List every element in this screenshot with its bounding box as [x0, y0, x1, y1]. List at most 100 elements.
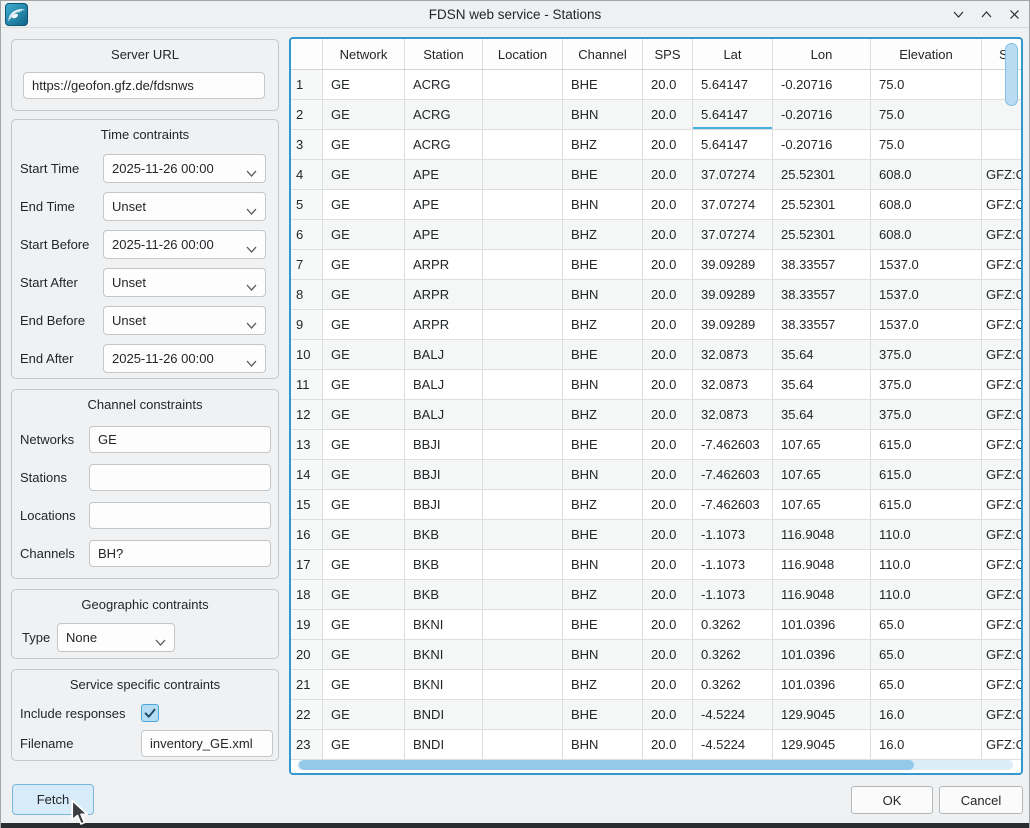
cell-channel[interactable]: BHZ [563, 130, 643, 159]
column-header-channel[interactable]: Channel [563, 39, 643, 69]
cell-elevation[interactable]: 1537.0 [871, 250, 982, 279]
column-header-lat[interactable]: Lat [693, 39, 773, 69]
cell-lat[interactable]: 32.0873 [693, 400, 773, 429]
cell-channel[interactable]: BHE [563, 700, 643, 729]
cell-elevation[interactable]: 1537.0 [871, 310, 982, 339]
cell-station[interactable]: BNDI [405, 700, 483, 729]
cell-station[interactable]: BKB [405, 520, 483, 549]
cell-channel[interactable]: BHE [563, 430, 643, 459]
cell-channel[interactable]: BHN [563, 460, 643, 489]
cell-lon[interactable]: 25.52301 [773, 190, 871, 219]
cell-site[interactable]: GFZ:C [986, 347, 1021, 362]
cell-station[interactable]: ACRG [405, 130, 483, 159]
cell-sps[interactable]: 20.0 [643, 640, 693, 669]
cell-station[interactable]: BALJ [405, 400, 483, 429]
cell-station[interactable]: BKB [405, 550, 483, 579]
cell-lon[interactable]: 116.9048 [773, 550, 871, 579]
cell-channel[interactable]: BHE [563, 520, 643, 549]
cell-lat[interactable]: 37.07274 [693, 190, 773, 219]
end-time-select[interactable]: Unset [103, 192, 266, 221]
cell-location[interactable] [483, 70, 563, 99]
cell-lat[interactable]: -1.1073 [693, 550, 773, 579]
cell-site[interactable]: GFZ:C [986, 707, 1021, 722]
geo-type-select[interactable]: None [57, 623, 175, 652]
cell-lat[interactable]: 32.0873 [693, 340, 773, 369]
cell-elevation[interactable]: 615.0 [871, 430, 982, 459]
cell-lat[interactable]: -1.1073 [693, 580, 773, 609]
cell-station[interactable]: ARPR [405, 250, 483, 279]
cell-lon[interactable]: -0.20716 [773, 70, 871, 99]
cell-lon[interactable]: 107.65 [773, 460, 871, 489]
cell-sps[interactable]: 20.0 [643, 490, 693, 519]
cell-lat[interactable]: 39.09289 [693, 250, 773, 279]
cell-lon[interactable]: 101.0396 [773, 640, 871, 669]
cell-elevation[interactable]: 608.0 [871, 160, 982, 189]
cell-station[interactable]: ACRG [405, 70, 483, 99]
cell-site[interactable]: GFZ:C [986, 197, 1021, 212]
cell-sps[interactable]: 20.0 [643, 220, 693, 249]
cell-sps[interactable]: 20.0 [643, 670, 693, 699]
maximize-icon[interactable] [980, 8, 993, 21]
horizontal-scrollbar-track[interactable] [297, 760, 1013, 770]
cell-channel[interactable]: BHN [563, 280, 643, 309]
cell-lon[interactable]: 116.9048 [773, 520, 871, 549]
cell-location[interactable] [483, 640, 563, 669]
cell-location[interactable] [483, 220, 563, 249]
column-header-station[interactable]: Station [405, 39, 483, 69]
cell-elevation[interactable]: 75.0 [871, 100, 982, 129]
column-header-elevation[interactable]: Elevation [871, 39, 982, 69]
cell-sps[interactable]: 20.0 [643, 400, 693, 429]
cell-location[interactable] [483, 550, 563, 579]
start-before-select[interactable]: 2025-11-26 00:00 [103, 230, 266, 259]
cell-site[interactable]: GFZ:C [986, 677, 1021, 692]
cell-sps[interactable]: 20.0 [643, 250, 693, 279]
column-header-site[interactable]: S [999, 46, 1008, 62]
cell-lat[interactable]: 37.07274 [693, 220, 773, 249]
cell-site[interactable]: GFZ:C [986, 587, 1021, 602]
cell-lon[interactable]: 101.0396 [773, 670, 871, 699]
cell-channel[interactable]: BHZ [563, 220, 643, 249]
cell-network[interactable]: GE [323, 550, 405, 579]
cell-lon[interactable]: 35.64 [773, 340, 871, 369]
cell-network[interactable]: GE [323, 610, 405, 639]
vertical-scrollbar-thumb[interactable] [1005, 43, 1018, 106]
column-header-sps[interactable]: SPS [643, 39, 693, 69]
cell-elevation[interactable]: 608.0 [871, 220, 982, 249]
ok-button[interactable]: OK [851, 786, 933, 814]
cell-location[interactable] [483, 160, 563, 189]
cell-location[interactable] [483, 190, 563, 219]
networks-input[interactable] [89, 426, 271, 453]
cell-lat[interactable]: 0.3262 [693, 670, 773, 699]
cell-sps[interactable]: 20.0 [643, 700, 693, 729]
include-responses-checkbox[interactable] [141, 704, 159, 722]
cell-lat[interactable]: 39.09289 [693, 280, 773, 309]
start-after-select[interactable]: Unset [103, 268, 266, 297]
cell-site[interactable]: GFZ:C [986, 497, 1021, 512]
cell-lon[interactable]: 107.65 [773, 430, 871, 459]
cell-channel[interactable]: BHN [563, 190, 643, 219]
cell-site[interactable] [982, 130, 1021, 159]
cell-lat[interactable]: 5.64147 [693, 130, 773, 159]
cell-network[interactable]: GE [323, 100, 405, 129]
cell-network[interactable]: GE [323, 190, 405, 219]
cell-network[interactable]: GE [323, 130, 405, 159]
cell-sps[interactable]: 20.0 [643, 280, 693, 309]
cell-elevation[interactable]: 110.0 [871, 550, 982, 579]
cell-channel[interactable]: BHN [563, 550, 643, 579]
cell-elevation[interactable]: 375.0 [871, 400, 982, 429]
cell-lat[interactable]: -7.462603 [693, 460, 773, 489]
cell-location[interactable] [483, 400, 563, 429]
cell-network[interactable]: GE [323, 310, 405, 339]
titlebar[interactable]: FDSN web service - Stations [1, 1, 1029, 28]
cell-sps[interactable]: 20.0 [643, 310, 693, 339]
close-icon[interactable] [1008, 8, 1021, 21]
cell-lon[interactable]: 38.33557 [773, 280, 871, 309]
cell-lon[interactable]: 25.52301 [773, 220, 871, 249]
cell-elevation[interactable]: 75.0 [871, 70, 982, 99]
cell-network[interactable]: GE [323, 490, 405, 519]
cell-station[interactable]: ACRG [405, 100, 483, 129]
cell-channel[interactable]: BHZ [563, 490, 643, 519]
cell-network[interactable]: GE [323, 70, 405, 99]
cell-channel[interactable]: BHE [563, 340, 643, 369]
cell-station[interactable]: APE [405, 190, 483, 219]
